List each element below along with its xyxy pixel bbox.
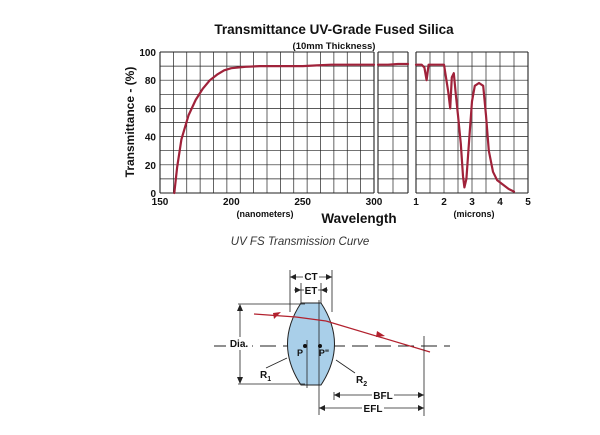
center-thickness-label: CT (304, 272, 317, 283)
edge-thickness-label: ET (305, 286, 318, 297)
radius-2-label: R2 (356, 375, 367, 388)
x-tick-label: 300 (366, 197, 383, 208)
y-tick-label: 100 (139, 48, 156, 59)
transmittance-series-line (376, 62, 410, 66)
chart-panel-2: 1 2 3 4 5 (413, 51, 531, 208)
principal-point-p (303, 344, 307, 348)
diameter-label: Dia. (230, 339, 249, 350)
radius-1-label: R1 (260, 370, 271, 383)
x-tick-label: 250 (294, 197, 311, 208)
y-tick-label: 80 (145, 76, 157, 87)
transmittance-series-line (173, 63, 376, 195)
chart-caption: UV FS Transmission Curve (230, 236, 370, 248)
unit-label-nanometers: (nanometers) (236, 209, 293, 219)
y-tick-label: 60 (145, 104, 157, 115)
y-tick-label: 20 (145, 161, 157, 172)
x-axis-label: Wavelength (321, 211, 396, 226)
chart-panel-1 (376, 51, 410, 194)
x-tick-label: 3 (469, 197, 475, 208)
chart-panels: 150 200 250 300 1 2 3 4 5 (152, 51, 531, 208)
chart-title: Transmittance UV-Grade Fused Silica (214, 22, 454, 37)
transmittance-chart: Transmittance UV-Grade Fused Silica (10m… (123, 22, 531, 226)
chart-subtitle: (10mm Thickness) (293, 41, 376, 52)
x-tick-label: 2 (441, 197, 447, 208)
x-tick-label: 150 (152, 197, 169, 208)
light-ray (253, 312, 431, 353)
effective-focal-length-label: EFL (364, 404, 383, 415)
y-tick-label: 40 (145, 133, 157, 144)
biconvex-lens (287, 302, 335, 386)
transmittance-series-line (414, 63, 516, 193)
principal-point-p-label: P (297, 348, 303, 358)
y-tick-label: 0 (150, 189, 156, 200)
x-tick-label: 1 (413, 197, 419, 208)
back-focal-length-label: BFL (373, 391, 392, 402)
y-tick-labels: 0 20 40 60 80 100 (139, 48, 156, 200)
x-tick-label: 4 (497, 197, 503, 208)
y-axis-label: Transmittance - (%) (123, 67, 137, 178)
principal-point-p2-label: P" (319, 348, 329, 358)
principal-point-p2 (318, 344, 322, 348)
x-tick-label: 200 (223, 197, 240, 208)
unit-label-microns: (microns) (453, 209, 494, 219)
x-tick-label: 5 (525, 197, 531, 208)
chart-panel-0: 150 200 250 300 (152, 51, 383, 208)
